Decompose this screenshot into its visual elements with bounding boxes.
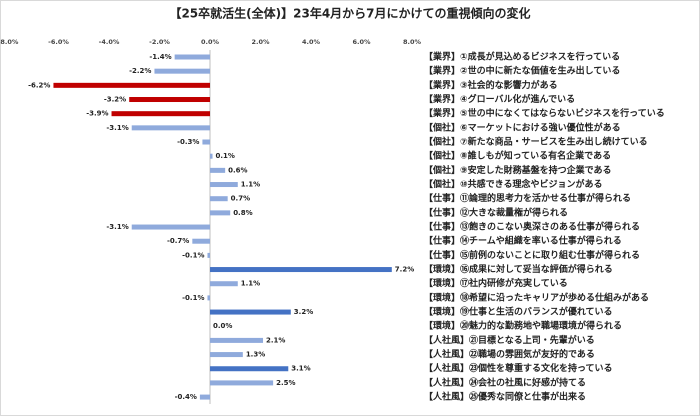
value-label: -6.2% (28, 81, 50, 89)
bar (210, 196, 228, 202)
value-label: 2.1% (266, 336, 285, 344)
value-label: 1.1% (241, 280, 260, 288)
category-label: 【個社】⑧誰しもが知っている有名企業である (424, 150, 611, 162)
value-label: -3.9% (86, 110, 108, 118)
category-label: 【業界】①成長が見込めるビジネスを行っている (424, 51, 620, 63)
bar (111, 111, 210, 117)
value-label: -3.1% (106, 223, 128, 231)
value-label: 1.1% (241, 181, 260, 189)
category-label: 【人社風】㉑目標となる上司・先輩がいる (424, 334, 595, 346)
value-label: -0.4% (175, 393, 197, 401)
category-label: 【業界】⑤世の中になくてはならないビジネスを行っている (424, 107, 665, 119)
bar (207, 295, 210, 301)
category-label: 【個社】⑦新たな商品・サービスを生み出し続けている (424, 136, 648, 148)
value-label: -0.3% (177, 138, 199, 146)
value-label: 0.8% (233, 209, 252, 217)
bar (53, 82, 211, 88)
value-label: -0.7% (167, 237, 189, 245)
x-tick-label: 0.0% (201, 38, 220, 46)
bar (210, 337, 264, 343)
x-tick-label: -6.0% (48, 38, 69, 46)
bar (210, 182, 238, 188)
category-label: 【環境】⑲仕事と生活のバランスが優れている (424, 306, 613, 318)
category-label: 【環境】⑰社内研修が充実している (424, 277, 568, 289)
x-tick-label: -8.0% (0, 38, 19, 46)
bar (210, 380, 274, 386)
bar (210, 366, 289, 372)
category-label: 【環境】⑱希望に沿ったキャリアが歩める仕組みがある (424, 291, 649, 303)
value-label: -3.1% (106, 124, 128, 132)
category-label: 【環境】⑯成果に対して妥当な評価が得られる (424, 263, 613, 275)
category-label: 【人社風】㉔会社の社風に好感が持てる (424, 376, 586, 388)
bar (210, 167, 226, 173)
category-label: 【業界】③社会的な影響力がある (424, 79, 558, 91)
category-label: 【業界】④グローバル化が進んでいる (424, 93, 575, 105)
x-tick-label: 6.0% (352, 38, 371, 46)
bar (129, 97, 210, 103)
value-label: 0.1% (216, 152, 235, 160)
bar (210, 281, 238, 287)
bar (154, 68, 210, 74)
category-label: 【人社風】㉒職場の雰囲気が友好的である (424, 348, 595, 360)
bar (210, 153, 213, 159)
x-tick-label: 8.0% (403, 38, 422, 46)
value-label: 0.7% (231, 195, 250, 203)
bar (131, 224, 210, 230)
bar (131, 125, 210, 131)
bar (174, 54, 210, 60)
category-label: 【人社風】㉕優秀な同僚と仕事が出来る (424, 391, 586, 403)
value-label: -1.4% (149, 53, 171, 61)
x-tick-label: -4.0% (99, 38, 120, 46)
value-label: 0.6% (228, 166, 247, 174)
value-label: -3.2% (104, 96, 126, 104)
value-label: -0.1% (182, 294, 204, 302)
category-label: 【仕事】⑬飽きのこない奥深さのある仕事が得られる (424, 221, 640, 233)
category-label: 【業界】②世の中に新たな価値を生み出している (424, 65, 620, 77)
category-label: 【個社】⑨安定した財務基盤を持つ企業である (424, 164, 612, 176)
value-label: -0.1% (182, 251, 204, 259)
x-tick-label: 2.0% (251, 38, 270, 46)
bar (199, 394, 210, 400)
value-label: 3.2% (294, 308, 313, 316)
x-tick-label: 4.0% (302, 38, 321, 46)
value-label: 7.2% (395, 266, 414, 274)
category-label: 【人社風】㉓個性を尊重する文化を持っている (424, 362, 613, 374)
value-label: -2.2% (129, 67, 151, 75)
category-label: 【仕事】⑪論理的思考力を活かせる仕事が得られる (424, 192, 631, 204)
category-label: 【環境】⑳魅力的な勤務地や職場環境が得られる (424, 320, 622, 332)
bar (202, 139, 210, 145)
category-label: 【仕事】⑫大きな裁量権が得られる (424, 206, 568, 218)
category-label: 【仕事】⑮前例のないことに取り組む仕事が得られる (424, 249, 640, 261)
value-label: 2.5% (276, 379, 295, 387)
value-label: 0.0% (213, 322, 232, 330)
x-tick-label: -2.0% (149, 38, 170, 46)
value-label: 3.1% (291, 365, 310, 373)
bar (210, 267, 392, 273)
category-label: 【個社】⑥マーケットにおける強い優位性がある (424, 121, 621, 133)
bar (210, 352, 243, 358)
bar (210, 309, 291, 315)
bar (207, 252, 210, 258)
category-label: 【仕事】⑭チームや組織を率いる仕事が得られる (424, 235, 622, 247)
bar (210, 210, 231, 216)
chart-title: 【25卒就活生(全体)】23年4月から7月にかけての重視傾向の変化 (169, 6, 530, 21)
category-label: 【個社】⑩共感できる理念やビジョンがある (424, 178, 602, 190)
bar (192, 238, 210, 244)
value-label: 1.3% (246, 351, 265, 359)
